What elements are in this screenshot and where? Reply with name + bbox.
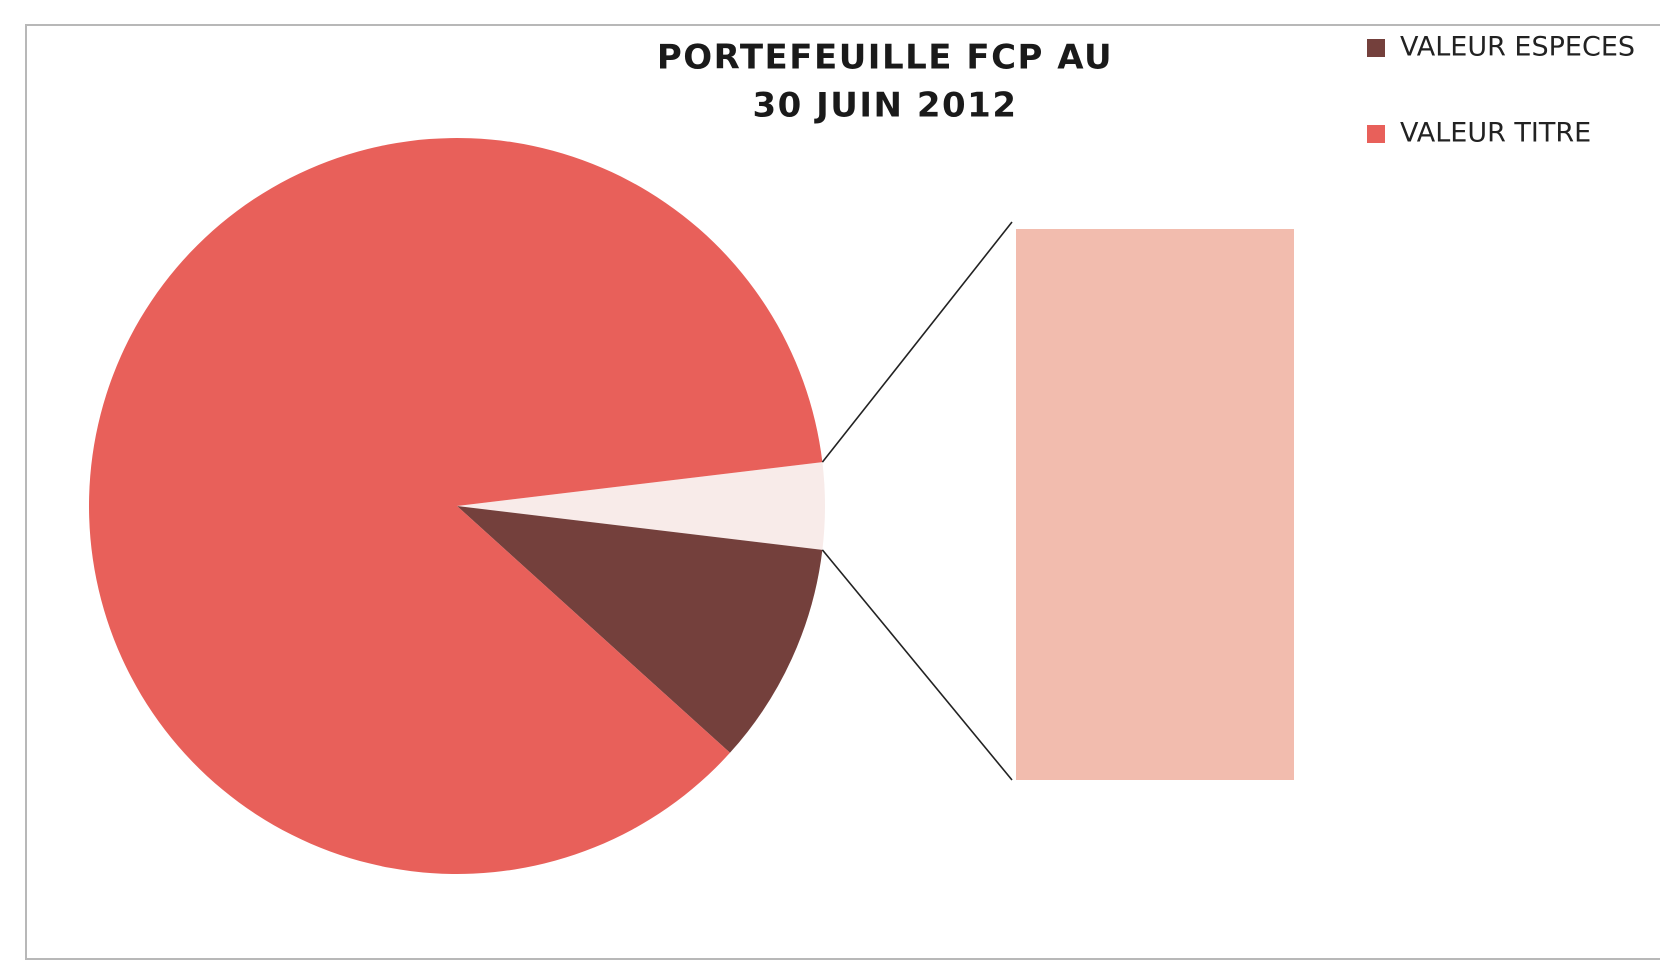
chart-title: 30 JUIN 2012 <box>753 86 1018 126</box>
pie-slice <box>88 138 823 875</box>
connector-line <box>821 221 1013 463</box>
legend-swatch <box>1367 39 1385 57</box>
pie-slice-other <box>457 462 825 550</box>
bar-segment <box>1016 229 1294 780</box>
connector-line <box>821 549 1013 781</box>
legend-label: VALEUR ESPECES <box>1400 32 1635 63</box>
legend-label: VALEUR TITRE <box>1400 118 1591 149</box>
pie-slice <box>457 506 823 753</box>
chart-title: PORTEFEUILLE FCP AU <box>657 38 1113 78</box>
legend-swatch <box>1367 125 1385 143</box>
